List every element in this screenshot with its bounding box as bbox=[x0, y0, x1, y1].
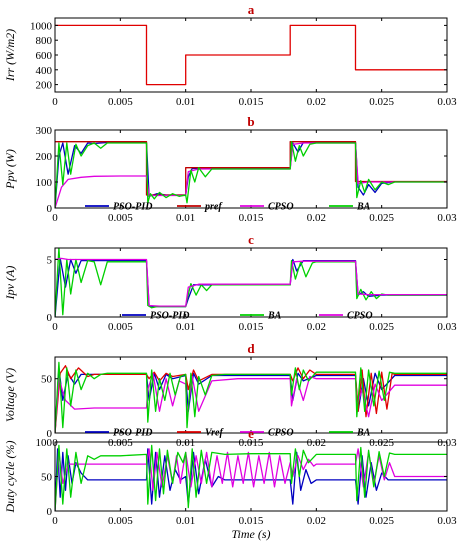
x-tick-label: 0.03 bbox=[437, 212, 457, 224]
x-tick-label: 0.01 bbox=[176, 96, 195, 108]
panel-b: 0 0.005 0.01 0.015 0.02 0.025 0.03 0 100 200 300 b P… bbox=[3, 114, 457, 224]
legend-label: CPSO bbox=[347, 311, 373, 322]
panel-title: a bbox=[248, 2, 255, 17]
x-tick-label: 0 bbox=[52, 515, 58, 527]
y-tick-label: 50 bbox=[41, 472, 53, 484]
series-line-panel-a-0 bbox=[55, 24, 447, 86]
series-line-ba bbox=[55, 141, 447, 208]
x-tick-label: 0.025 bbox=[369, 96, 394, 108]
y-tick-label: 600 bbox=[36, 50, 53, 62]
x-tick-label: 0.025 bbox=[369, 212, 394, 224]
x-tick-label: 0.025 bbox=[369, 515, 394, 527]
x-tick-label: 0.015 bbox=[239, 212, 264, 224]
x-tick-label: 0.005 bbox=[108, 321, 133, 333]
y-tick-label: 0 bbox=[47, 203, 53, 215]
x-tick-label: 0.005 bbox=[108, 96, 133, 108]
series-line-cpso bbox=[55, 257, 447, 307]
panel-e: 0 0.005 0.01 0.015 0.02 0.025 0.03 0 50 100 e Duty … bbox=[3, 426, 457, 541]
x-tick-label: 0.015 bbox=[239, 96, 264, 108]
legend-label: CPSO bbox=[268, 428, 294, 439]
y-axis-label: Ipv (A) bbox=[3, 266, 17, 301]
series-line-vref bbox=[55, 365, 447, 433]
y-tick-label: 0 bbox=[47, 428, 53, 440]
x-axis-label: Time (s) bbox=[232, 527, 271, 541]
x-tick-label: 0.015 bbox=[239, 321, 264, 333]
y-axis-label: Duty cycle (%) bbox=[3, 441, 17, 514]
y-tick-label: 5 bbox=[47, 255, 53, 267]
legend-label: BA bbox=[356, 202, 371, 213]
series-line-ba bbox=[55, 444, 447, 511]
x-tick-label: 0.02 bbox=[307, 515, 326, 527]
x-tick-label: 0 bbox=[52, 321, 58, 333]
y-tick-label: 50 bbox=[41, 374, 53, 386]
y-tick-label: 100 bbox=[36, 177, 53, 189]
series-line-ba bbox=[55, 361, 447, 433]
panel-title: e bbox=[248, 426, 254, 441]
x-tick-label: 0.005 bbox=[108, 515, 133, 527]
y-axis-label: Voltage (V) bbox=[3, 368, 17, 422]
legend: PSO-PID BA CPSO bbox=[122, 311, 373, 322]
y-tick-label: 200 bbox=[36, 151, 53, 163]
legend-label: pref bbox=[204, 202, 223, 213]
y-axis-label: Ppv (W) bbox=[3, 149, 17, 190]
legend-label: BA bbox=[356, 428, 371, 439]
x-tick-label: 0.02 bbox=[307, 321, 326, 333]
legend-label: PSO-PID bbox=[113, 202, 152, 213]
series-line-ba bbox=[55, 248, 447, 317]
legend-label: PSO-PID bbox=[150, 311, 189, 322]
y-tick-label: 100 bbox=[36, 437, 53, 449]
y-tick-label: 0 bbox=[47, 312, 53, 324]
panel-a: 0 0.005 0.01 0.015 0.02 0.025 0.03 200 400 600 800… bbox=[3, 2, 457, 108]
x-tick-label: 0.02 bbox=[307, 212, 326, 224]
panel-title: d bbox=[247, 341, 255, 356]
y-tick-label: 200 bbox=[36, 80, 53, 92]
x-tick-label: 0.02 bbox=[307, 96, 326, 108]
legend: PSO-PID pref CPSO BA bbox=[85, 202, 371, 213]
panel-title: b bbox=[247, 114, 254, 129]
panel-title: c bbox=[248, 232, 254, 247]
panel-c: 0 0.005 0.01 0.015 0.02 0.025 0.03 0 5 c Ipv (A) PS… bbox=[3, 232, 457, 333]
y-tick-label: 1000 bbox=[30, 20, 53, 32]
x-tick-label: 0 bbox=[52, 212, 58, 224]
legend-label: Vref bbox=[205, 428, 224, 439]
y-tick-label: 0 bbox=[47, 506, 53, 518]
legend-label: CPSO bbox=[268, 202, 294, 213]
y-axis-label: Irr (W/m2) bbox=[3, 29, 17, 82]
x-tick-label: 0.03 bbox=[437, 96, 457, 108]
series-line-pso-pid bbox=[55, 141, 447, 208]
x-tick-label: 0 bbox=[52, 96, 58, 108]
legend-label: BA bbox=[267, 311, 282, 322]
x-tick-label: 0.025 bbox=[369, 321, 394, 333]
series-line-pso-pid bbox=[55, 257, 447, 317]
plot-area-frame bbox=[54, 356, 448, 434]
plot-area-frame bbox=[54, 247, 448, 318]
y-tick-label: 800 bbox=[36, 35, 53, 47]
panel-d: 00.0050.010.0150.020.0250.03050dVoltage … bbox=[3, 341, 457, 449]
legend-label: PSO-PID bbox=[113, 428, 152, 439]
x-tick-label: 0.03 bbox=[437, 321, 457, 333]
plot-area-frame bbox=[54, 441, 448, 512]
y-tick-label: 400 bbox=[36, 65, 53, 77]
series-line-cpso bbox=[55, 142, 447, 208]
y-tick-label: 300 bbox=[36, 125, 53, 137]
x-tick-label: 0.03 bbox=[437, 515, 457, 527]
x-tick-label: 0.015 bbox=[239, 515, 264, 527]
legend: PSO-PID Vref CPSO BA bbox=[85, 428, 371, 439]
x-tick-label: 0.01 bbox=[176, 321, 195, 333]
x-tick-label: 0.005 bbox=[108, 212, 133, 224]
x-tick-label: 0.01 bbox=[176, 515, 195, 527]
x-tick-label: 0.01 bbox=[176, 212, 195, 224]
